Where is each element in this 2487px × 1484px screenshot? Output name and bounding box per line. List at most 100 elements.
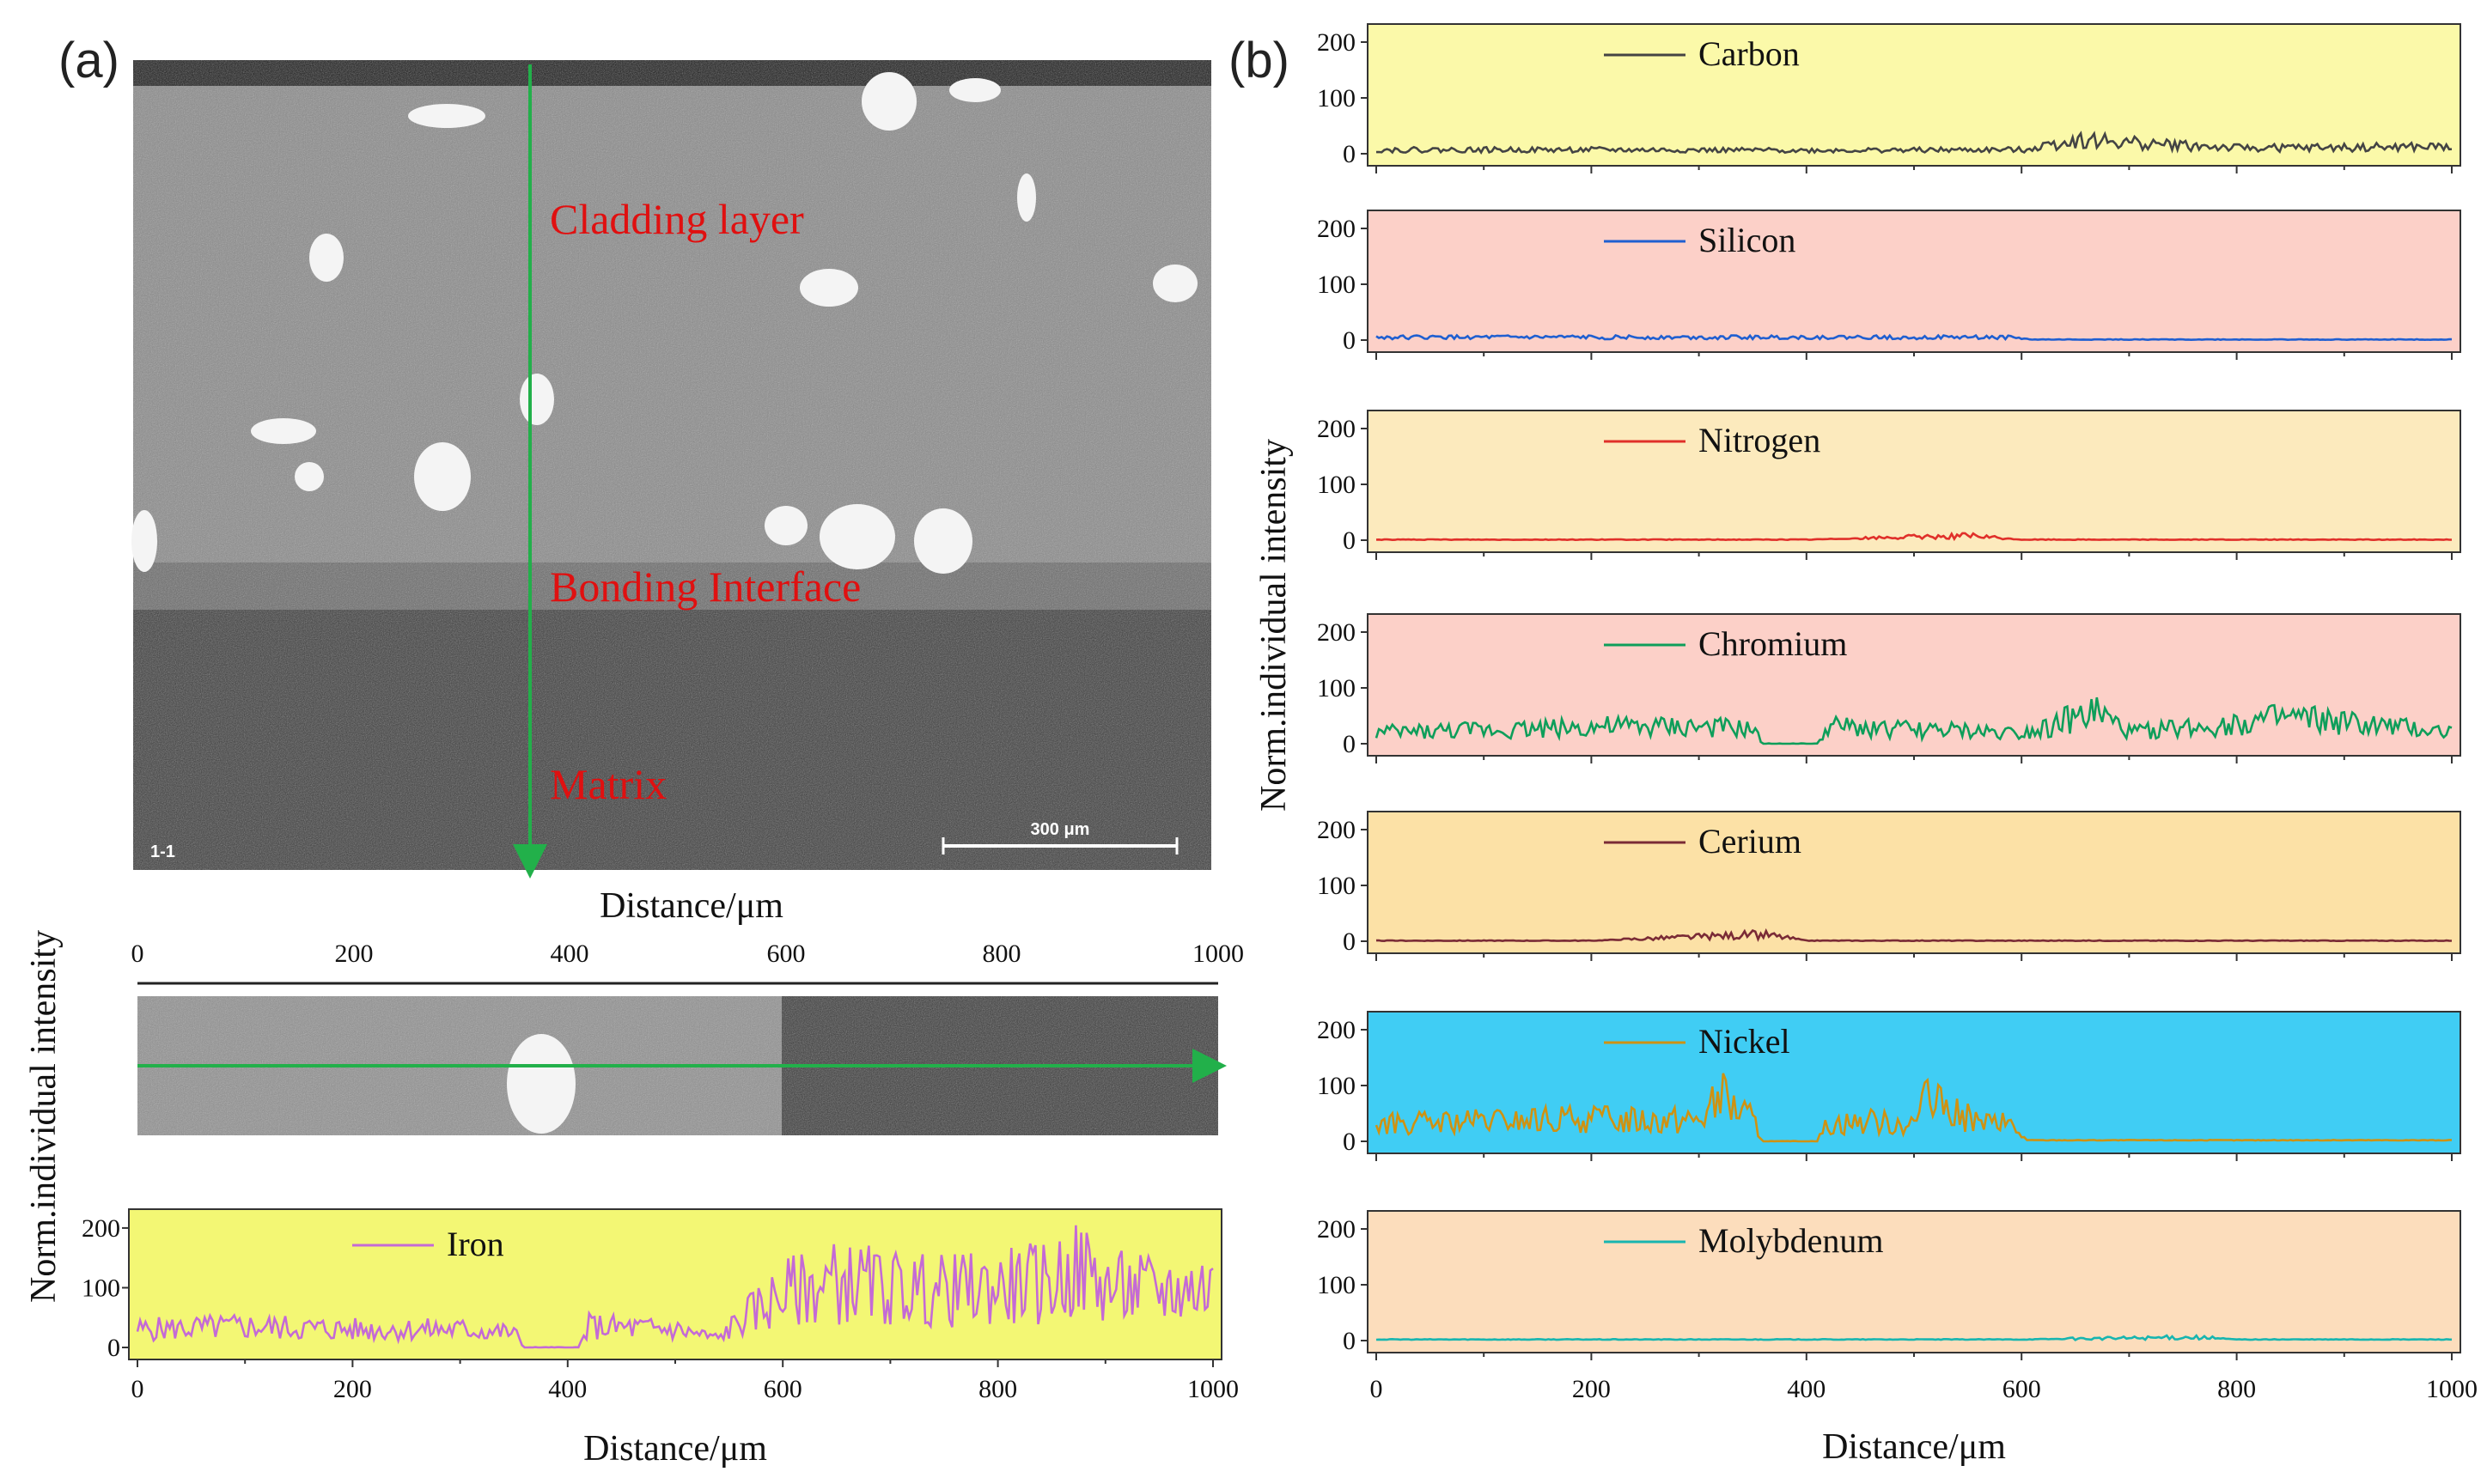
strip-tick-group: 0 200 400 600 800 1000 <box>131 940 1245 968</box>
particle <box>949 78 1001 102</box>
y-tick-label: 0 <box>1343 1327 1356 1355</box>
y-tick-label: 200 <box>1317 215 1356 243</box>
strip-axis-title: Distance/μm <box>600 886 783 926</box>
particle <box>1153 265 1198 302</box>
plot-area <box>1367 811 2461 954</box>
particle <box>414 442 471 511</box>
y-tick-label: 200 <box>1317 415 1356 443</box>
strip-particle <box>507 1034 576 1134</box>
x-tick-label: 1000 <box>2426 1375 2478 1403</box>
particle <box>914 508 972 574</box>
plot-area <box>1367 613 2461 757</box>
series-line-chromium <box>1375 696 2453 745</box>
y-tick-label: 100 <box>82 1274 120 1302</box>
strip-tick-label: 400 <box>551 940 589 968</box>
chart-molybdenum: 0 100 200 0 200 400 600 800 1000 Distance/μm Molyb… <box>1317 1210 2478 1467</box>
y-tick-label: 0 <box>1343 140 1356 168</box>
micrograph-grain-texture <box>133 60 1211 870</box>
ylabel-panel-a: Norm.individual intensity <box>24 930 64 1303</box>
x-axis-title: Distance/μm <box>1822 1427 2006 1467</box>
region-label-interface: Bonding Interface <box>550 563 861 611</box>
y-tick-label: 100 <box>1317 471 1356 499</box>
y-tick-label: 200 <box>82 1214 120 1243</box>
strip-image <box>137 996 1227 1135</box>
y-tick-label: 100 <box>1317 1271 1356 1299</box>
series-line-nickel <box>1375 1073 2452 1143</box>
y-tick-label: 0 <box>1343 526 1356 555</box>
plot-area <box>1367 23 2461 167</box>
x-tick-label: 1000 <box>1187 1375 1239 1403</box>
chart-iron: 0 100 200 0 200 400 600 800 1000 Distance/μm Iron <box>82 1208 1239 1469</box>
x-tick-label: 800 <box>978 1375 1017 1403</box>
y-tick-label: 200 <box>1317 618 1356 647</box>
scale-bar-label: 300 μm <box>1031 820 1090 839</box>
x-tick-label: 0 <box>1370 1375 1383 1403</box>
y-tick-label: 100 <box>1317 84 1356 113</box>
legend-label: Carbon <box>1698 34 1800 73</box>
y-tick-label: 200 <box>1317 1215 1356 1244</box>
x-tick-label: 200 <box>1572 1375 1611 1403</box>
chart-silicon: 0 100 200 Silicon <box>1317 210 2461 360</box>
series-line-cerium <box>1375 928 2453 943</box>
x-tick-label: 0 <box>131 1375 144 1403</box>
y-tick-label: 100 <box>1317 271 1356 299</box>
chart-chromium: 0 100 200 Chromium <box>1317 613 2461 763</box>
y-tick-label: 100 <box>1317 872 1356 900</box>
chart-carbon: 0 100 200 Carbon <box>1317 23 2461 173</box>
particle <box>800 269 858 307</box>
x-tick-label: 600 <box>2002 1375 2041 1403</box>
strip-tick-label: 1000 <box>1192 940 1244 968</box>
sem-micrograph: Cladding layer Bonding Interface Matrix … <box>131 60 1211 879</box>
particle <box>820 504 895 569</box>
particle <box>309 234 344 282</box>
y-tick-label: 100 <box>1317 674 1356 702</box>
strip-tick-label: 800 <box>983 940 1021 968</box>
y-tick-label: 200 <box>1317 28 1356 57</box>
plot-area <box>1367 410 2461 553</box>
legend-label: Nitrogen <box>1698 421 1820 459</box>
plot-area <box>1367 210 2461 353</box>
x-axis-title: Distance/μm <box>583 1429 767 1469</box>
ylabel-panel-b: Norm.individual intensity <box>1254 439 1294 812</box>
chart-cerium: 0 100 200 Cerium <box>1317 811 2461 961</box>
y-tick-label: 100 <box>1317 1072 1356 1100</box>
y-tick-label: 0 <box>1343 1128 1356 1156</box>
series-line-iron <box>136 1225 1214 1349</box>
particle <box>295 462 324 491</box>
y-tick-label: 0 <box>107 1334 120 1362</box>
legend-label: Nickel <box>1698 1022 1790 1061</box>
strip-tick-label: 200 <box>335 940 374 968</box>
series-line-molybdenum <box>1375 1334 2453 1341</box>
strip-tick-label: 0 <box>131 940 144 968</box>
plot-area <box>1367 1210 2461 1353</box>
particle <box>765 506 808 545</box>
legend-label: Molybdenum <box>1698 1221 1884 1260</box>
particle <box>251 418 316 444</box>
particle <box>1017 173 1036 222</box>
panel-b-label: (b) <box>1228 33 1289 88</box>
panel-a-label: (a) <box>58 33 119 88</box>
y-tick-label: 0 <box>1343 730 1356 758</box>
plot-area <box>1367 1011 2461 1154</box>
chart-nickel: 0 100 200 Nickel <box>1317 1011 2461 1161</box>
strip-tick-label: 600 <box>767 940 806 968</box>
chart-nitrogen: 0 100 200 Nitrogen <box>1317 410 2461 560</box>
x-tick-label: 200 <box>333 1375 372 1403</box>
series-line-carbon <box>1375 131 2453 155</box>
y-tick-label: 0 <box>1343 326 1356 355</box>
particle <box>131 510 157 572</box>
series-line-nitrogen <box>1375 531 2452 542</box>
particle <box>408 104 485 128</box>
particle <box>520 374 554 425</box>
y-tick-label: 200 <box>1317 1016 1356 1044</box>
x-tick-label: 400 <box>1787 1375 1826 1403</box>
region-label-matrix: Matrix <box>550 760 667 808</box>
particle <box>862 72 917 131</box>
x-tick-label: 400 <box>548 1375 587 1403</box>
white-particles <box>131 72 1198 574</box>
region-label-cladding: Cladding layer <box>550 195 804 243</box>
x-tick-label: 800 <box>2217 1375 2256 1403</box>
legend-label: Cerium <box>1698 822 1801 861</box>
